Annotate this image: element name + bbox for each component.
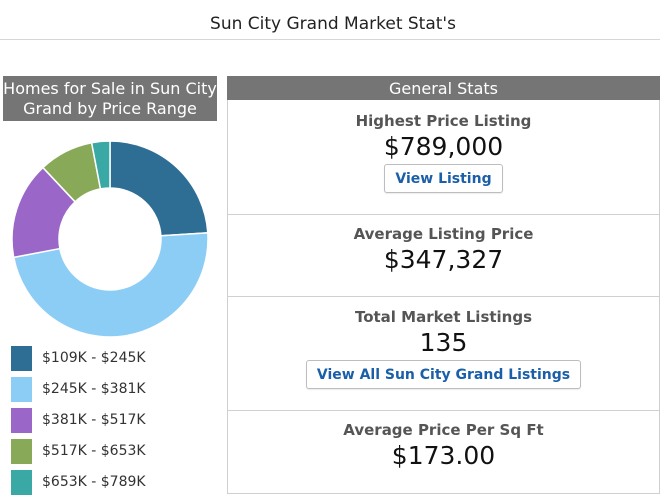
general-stats-panel bbox=[227, 76, 660, 494]
legend-item: $245K - $381K bbox=[11, 375, 146, 403]
legend-swatch bbox=[11, 438, 32, 464]
general-stats-title: General Stats bbox=[227, 76, 660, 100]
donut-slice bbox=[90, 140, 111, 190]
legend-swatch bbox=[11, 469, 32, 495]
total-listings-label: Total Market Listings bbox=[354, 308, 533, 326]
legend-swatch bbox=[11, 376, 32, 402]
stat-divider bbox=[228, 214, 659, 215]
view-listing-button[interactable]: View Listing bbox=[384, 164, 503, 193]
price-range-panel-title: Homes for Sale in Sun City Grand by Pric… bbox=[3, 76, 217, 121]
total-listings-value: 135 bbox=[419, 328, 468, 357]
price-range-donut-chart bbox=[10, 139, 210, 339]
donut-slice bbox=[109, 140, 209, 237]
page-title: Sun City Grand Market Stat's bbox=[210, 14, 456, 34]
price-per-sqft-stat: Average Price Per Sq Ft $173.00 bbox=[227, 421, 660, 470]
stat-divider bbox=[228, 410, 659, 411]
legend-label: $517K - $653K bbox=[42, 443, 146, 459]
price-per-sqft-label: Average Price Per Sq Ft bbox=[343, 421, 544, 439]
legend-item: $653K - $789K bbox=[11, 468, 146, 496]
legend-label: $109K - $245K bbox=[42, 350, 146, 366]
highest-price-label: Highest Price Listing bbox=[355, 112, 532, 130]
legend-label: $381K - $517K bbox=[42, 412, 146, 428]
legend-item: $517K - $653K bbox=[11, 437, 146, 465]
stat-divider bbox=[228, 296, 659, 297]
highest-price-stat: Highest Price Listing $789,000 View List… bbox=[227, 112, 660, 193]
highest-price-value: $789,000 bbox=[383, 132, 504, 161]
total-listings-stat: Total Market Listings 135 View All Sun C… bbox=[227, 308, 660, 389]
view-all-listings-button[interactable]: View All Sun City Grand Listings bbox=[305, 360, 582, 389]
legend-label: $653K - $789K bbox=[42, 474, 146, 490]
donut-slice bbox=[12, 232, 209, 338]
legend-label: $245K - $381K bbox=[42, 381, 146, 397]
average-price-label: Average Listing Price bbox=[353, 225, 534, 243]
average-price-stat: Average Listing Price $347,327 bbox=[227, 225, 660, 274]
legend-item: $381K - $517K bbox=[11, 406, 146, 434]
legend-swatch bbox=[11, 407, 32, 433]
price-per-sqft-value: $173.00 bbox=[391, 441, 496, 470]
legend-item: $109K - $245K bbox=[11, 344, 146, 372]
title-divider bbox=[0, 39, 660, 40]
legend-swatch bbox=[11, 345, 32, 371]
donut-svg bbox=[11, 140, 209, 338]
average-price-value: $347,327 bbox=[383, 245, 504, 274]
